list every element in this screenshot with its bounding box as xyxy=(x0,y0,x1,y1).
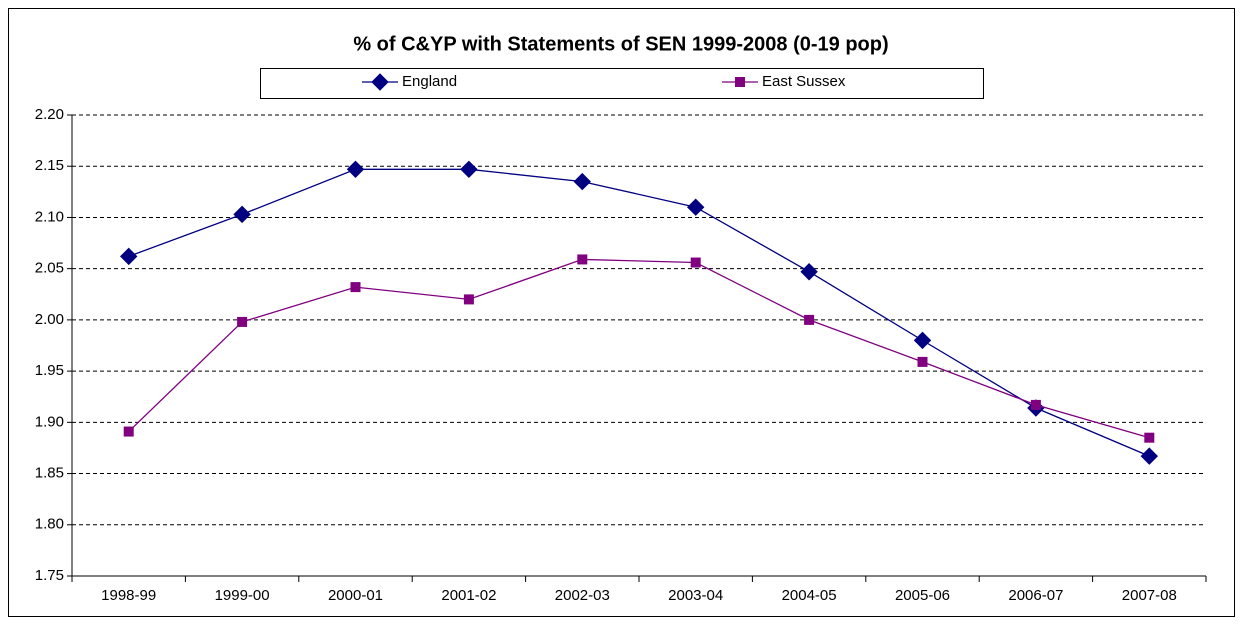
x-tick-label: 2002-03 xyxy=(555,587,610,604)
data-point xyxy=(237,316,248,327)
data-point xyxy=(346,160,365,179)
data-point xyxy=(119,247,138,266)
y-tick-label: 1.85 xyxy=(35,465,64,482)
data-point xyxy=(573,172,592,191)
x-tick-label: 1999-00 xyxy=(215,587,270,604)
y-tick-label: 2.15 xyxy=(35,157,64,174)
data-point xyxy=(1144,432,1155,443)
legend-marker xyxy=(371,73,389,91)
x-tick-label: 2006-07 xyxy=(1008,587,1063,604)
data-point xyxy=(123,426,134,437)
data-point xyxy=(913,331,932,350)
x-tick-label: 2000-01 xyxy=(328,587,383,604)
x-tick-label: 1998-99 xyxy=(101,587,156,604)
data-point xyxy=(577,254,588,265)
x-tick-label: 2004-05 xyxy=(782,587,837,604)
y-tick-label: 2.05 xyxy=(35,260,64,277)
data-point xyxy=(804,314,815,325)
data-point xyxy=(463,294,474,305)
x-tick-label: 2001-02 xyxy=(441,587,496,604)
data-point xyxy=(233,205,251,224)
chart-title: % of C&YP with Statements of SEN 1999-20… xyxy=(353,33,888,55)
data-point xyxy=(460,160,478,179)
legend-label: England xyxy=(402,73,457,90)
y-tick-label: 2.10 xyxy=(35,208,64,225)
data-point xyxy=(917,356,928,367)
series-line xyxy=(128,168,1150,457)
legend-marker xyxy=(735,77,745,87)
data-point xyxy=(686,198,705,216)
x-tick-label: 2007-08 xyxy=(1122,587,1177,604)
y-tick-label: 1.75 xyxy=(35,567,64,584)
y-tick-label: 2.20 xyxy=(35,106,64,123)
data-point xyxy=(690,257,701,268)
legend-box xyxy=(260,68,984,99)
y-tick-label: 2.00 xyxy=(35,311,64,328)
chart-border xyxy=(8,8,1235,617)
x-tick-label: 2005-06 xyxy=(895,587,950,604)
y-tick-label: 1.90 xyxy=(35,413,64,430)
data-point xyxy=(1030,399,1041,410)
y-tick-label: 1.95 xyxy=(35,362,64,379)
data-point xyxy=(1140,447,1159,465)
data-point xyxy=(350,282,361,293)
x-tick-label: 2003-04 xyxy=(668,587,723,604)
legend-label: East Sussex xyxy=(762,73,846,90)
series-line xyxy=(128,258,1150,439)
y-tick-label: 1.80 xyxy=(35,516,64,533)
data-point xyxy=(800,263,818,281)
